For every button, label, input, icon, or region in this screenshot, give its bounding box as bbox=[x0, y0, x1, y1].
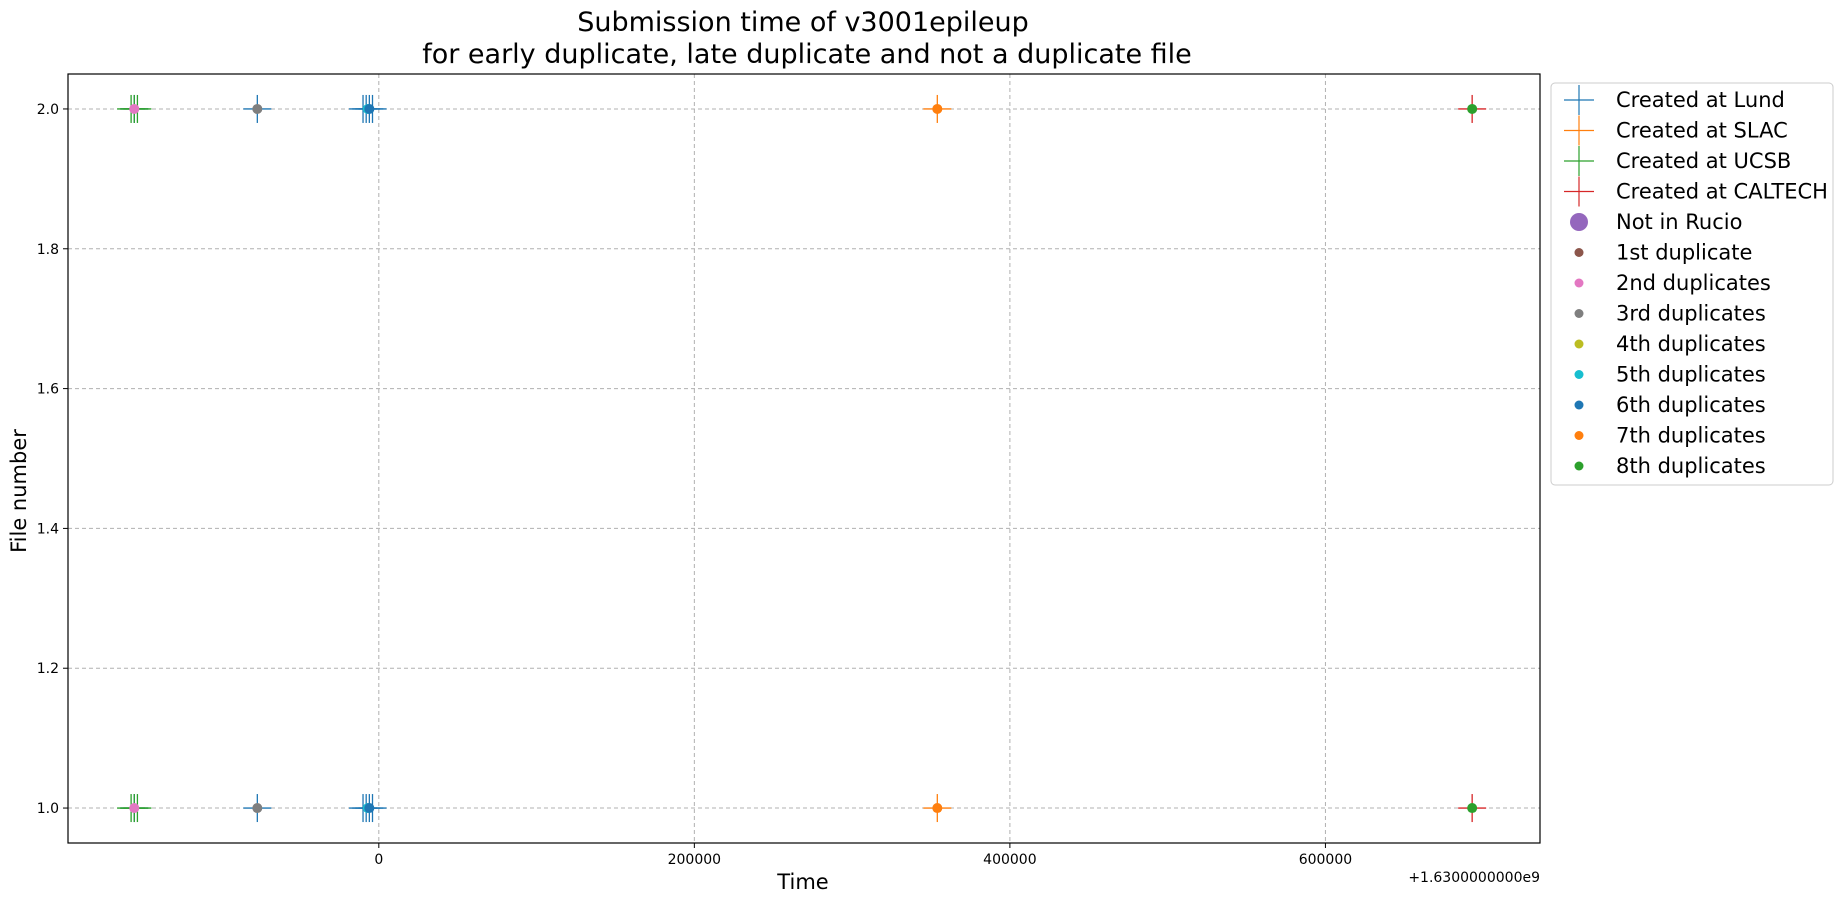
3rd-duplicates-point bbox=[252, 103, 263, 114]
legend-marker bbox=[1574, 370, 1584, 379]
legend-label: 6th duplicates bbox=[1616, 393, 1766, 417]
legend-marker bbox=[1574, 400, 1584, 410]
7th-duplicates-point bbox=[932, 103, 943, 114]
x-tick-label: 0 bbox=[374, 852, 383, 868]
legend-item: 4th duplicates bbox=[1574, 332, 1766, 356]
legend-label: 1st duplicate bbox=[1616, 241, 1752, 265]
6th-duplicates-point bbox=[364, 803, 375, 814]
2nd-duplicates-point bbox=[129, 803, 140, 814]
legend-item: 5th duplicates bbox=[1574, 363, 1766, 387]
8th-duplicates-point bbox=[1467, 103, 1478, 114]
2nd-duplicates-point bbox=[129, 103, 140, 114]
x-axis-label: Time bbox=[776, 870, 828, 894]
legend-marker bbox=[1574, 461, 1584, 471]
legend-marker bbox=[1564, 115, 1594, 146]
7th-duplicates-point bbox=[932, 803, 943, 814]
legend-label: 5th duplicates bbox=[1616, 363, 1766, 387]
legend-item: Created at Lund bbox=[1564, 85, 1785, 115]
legend-item: 1st duplicate bbox=[1574, 241, 1752, 265]
legend-label: 2nd duplicates bbox=[1616, 271, 1771, 295]
legend-label: Not in Rucio bbox=[1616, 210, 1742, 234]
plot-marks bbox=[117, 94, 1487, 823]
x-axis-offset-label: +1.6300000000e9 bbox=[1408, 870, 1540, 886]
legend-label: Created at SLAC bbox=[1616, 119, 1788, 143]
legend-marker bbox=[1574, 339, 1584, 349]
chart-title: Submission time of v3001epileup bbox=[577, 7, 1029, 38]
legend-label: Created at CALTECH bbox=[1616, 180, 1828, 204]
y-tick-label: 1.4 bbox=[37, 521, 59, 537]
legend-marker bbox=[1564, 85, 1594, 115]
legend-item: 6th duplicates bbox=[1574, 393, 1766, 417]
legend-box bbox=[1550, 82, 1834, 486]
legend-item: Created at CALTECH bbox=[1564, 176, 1828, 207]
legend-marker bbox=[1574, 248, 1584, 257]
legend-item: Created at SLAC bbox=[1564, 115, 1788, 146]
legend-marker bbox=[1574, 278, 1584, 288]
y-tick-label: 2.0 bbox=[37, 102, 59, 118]
legend-marker bbox=[1564, 176, 1594, 207]
8th-duplicates-point bbox=[1467, 803, 1478, 814]
legend-label: 3rd duplicates bbox=[1616, 302, 1766, 326]
x-axis-ticks: 0 200000 400000 600000 bbox=[374, 843, 1352, 868]
legend-marker bbox=[1570, 213, 1588, 231]
legend-label: Created at Lund bbox=[1616, 88, 1785, 112]
y-tick-label: 1.0 bbox=[37, 801, 59, 817]
legend-label: 4th duplicates bbox=[1616, 332, 1766, 356]
x-tick-label: 200000 bbox=[668, 852, 721, 868]
legend-marker bbox=[1574, 309, 1584, 318]
legend-item: Created at UCSB bbox=[1564, 146, 1791, 176]
x-tick-label: 600000 bbox=[1299, 852, 1352, 868]
legend-item: Not in Rucio bbox=[1570, 210, 1742, 234]
legend-marker bbox=[1574, 431, 1584, 440]
plot-frame bbox=[67, 73, 1541, 844]
grid bbox=[68, 74, 1540, 843]
3rd-duplicates-point bbox=[252, 803, 263, 814]
legend-label: Created at UCSB bbox=[1616, 149, 1791, 173]
legend: Created at Lund Created at SLAC Created at… bbox=[1550, 82, 1834, 486]
y-tick-label: 1.2 bbox=[37, 661, 59, 677]
legend-item: 8th duplicates bbox=[1574, 454, 1766, 478]
y-axis-label: File number bbox=[7, 429, 31, 553]
y-axis-ticks: 1.0 1.2 1.4 1.6 1.8 2.0 bbox=[37, 102, 68, 817]
legend-label: 7th duplicates bbox=[1616, 424, 1766, 448]
legend-label: 8th duplicates bbox=[1616, 454, 1766, 478]
x-tick-label: 400000 bbox=[983, 852, 1036, 868]
legend-item: 2nd duplicates bbox=[1574, 271, 1771, 295]
legend-item: 3rd duplicates bbox=[1574, 302, 1766, 326]
y-tick-label: 1.8 bbox=[37, 242, 59, 258]
y-tick-label: 1.6 bbox=[37, 382, 59, 398]
chart-subtitle: for early duplicate, late duplicate and … bbox=[422, 39, 1192, 70]
legend-marker bbox=[1564, 146, 1594, 176]
legend-item: 7th duplicates bbox=[1574, 424, 1766, 448]
6th-duplicates-point bbox=[364, 103, 375, 114]
